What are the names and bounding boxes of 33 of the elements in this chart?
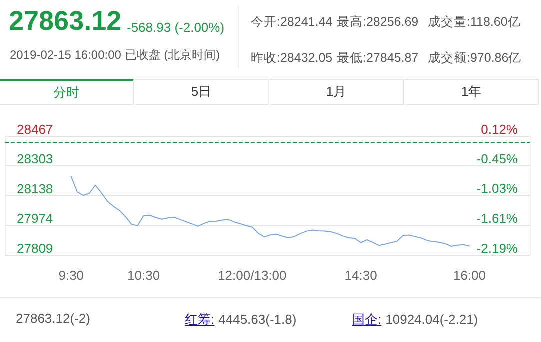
y2-tick-label: -1.61% [476, 211, 518, 226]
y2-tick-label: -2.19% [476, 241, 518, 256]
x-tick-label: 14:30 [344, 268, 378, 283]
text: 10924.04(-2.21) [386, 312, 478, 327]
y2-tick-label: 0.12% [481, 122, 518, 137]
y-tick-label: 27974 [17, 211, 54, 226]
y-tick-label: 28303 [17, 152, 54, 167]
text: 4445.63(-1.8) [218, 312, 297, 327]
y-tick-label: 28467 [17, 122, 54, 137]
text: 成交量:118.60亿 [428, 15, 521, 29]
x-tick-label: 9:30 [58, 268, 84, 283]
text: 国企: [352, 312, 382, 327]
text: 2019-02-15 16:00:00 已收盘 (北京时间) [10, 48, 220, 62]
text: 27863.12(-2) [16, 311, 90, 326]
text: 红筹: [185, 312, 215, 327]
x-tick-label: 10:30 [128, 268, 160, 283]
x-tick-label: 16:00 [453, 268, 486, 283]
y-tick-label: 27809 [17, 241, 54, 256]
text: 1月 [326, 84, 347, 99]
y2-tick-label: -0.45% [476, 151, 518, 166]
text: 最低:27845.87 [337, 51, 419, 65]
text: 1年 [461, 84, 482, 99]
chart-title: 27863.12 [9, 6, 122, 37]
chart-subtitle: -568.93 (-2.00%) [127, 20, 225, 35]
text: 成交额:970.86亿 [428, 51, 522, 65]
y-tick-label: 28138 [17, 182, 54, 196]
text: 分时 [54, 85, 80, 100]
text: 最高:28256.69 [337, 15, 419, 29]
text: 今开:28241.44 [251, 15, 333, 29]
y2-tick-label: -1.03% [476, 181, 518, 196]
x-tick-label: 12:00/13:00 [218, 268, 287, 283]
text: 昨收:28432.05 [251, 51, 333, 65]
text: 5日 [191, 84, 212, 99]
